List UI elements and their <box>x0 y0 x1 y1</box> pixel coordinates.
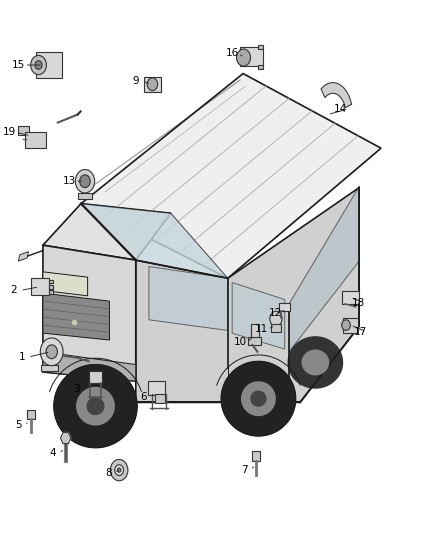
Circle shape <box>35 61 42 69</box>
Polygon shape <box>251 391 266 406</box>
Circle shape <box>270 311 282 326</box>
Text: 16: 16 <box>226 49 239 58</box>
Text: 6: 6 <box>140 392 147 402</box>
Circle shape <box>110 459 128 481</box>
Polygon shape <box>136 188 359 402</box>
FancyBboxPatch shape <box>89 371 102 383</box>
FancyBboxPatch shape <box>271 324 281 332</box>
FancyBboxPatch shape <box>49 285 53 289</box>
Text: 19: 19 <box>3 127 16 137</box>
Polygon shape <box>43 293 110 340</box>
FancyBboxPatch shape <box>248 337 261 345</box>
Polygon shape <box>149 266 228 330</box>
FancyBboxPatch shape <box>78 193 92 199</box>
Circle shape <box>80 175 90 188</box>
Circle shape <box>75 169 95 193</box>
Text: 3: 3 <box>73 384 80 394</box>
Circle shape <box>115 465 124 475</box>
FancyBboxPatch shape <box>41 365 58 371</box>
Text: 7: 7 <box>241 465 248 475</box>
Polygon shape <box>77 387 114 425</box>
Polygon shape <box>242 382 275 415</box>
Text: 13: 13 <box>63 176 76 186</box>
Circle shape <box>40 338 63 366</box>
Polygon shape <box>221 361 296 436</box>
Text: 1: 1 <box>18 352 25 362</box>
Polygon shape <box>232 282 285 349</box>
FancyBboxPatch shape <box>27 410 35 419</box>
Text: 14: 14 <box>334 104 347 114</box>
Polygon shape <box>54 365 137 448</box>
Polygon shape <box>43 204 171 260</box>
FancyBboxPatch shape <box>49 279 53 284</box>
FancyBboxPatch shape <box>258 65 263 69</box>
FancyBboxPatch shape <box>240 47 263 66</box>
FancyBboxPatch shape <box>36 52 62 78</box>
FancyBboxPatch shape <box>343 318 358 333</box>
FancyBboxPatch shape <box>258 45 263 49</box>
FancyBboxPatch shape <box>252 451 260 461</box>
Text: 10: 10 <box>233 337 247 347</box>
FancyBboxPatch shape <box>251 324 259 340</box>
Circle shape <box>147 78 158 91</box>
FancyBboxPatch shape <box>18 126 29 135</box>
FancyBboxPatch shape <box>144 77 161 92</box>
Polygon shape <box>43 245 136 381</box>
Text: 17: 17 <box>353 327 367 336</box>
FancyBboxPatch shape <box>155 394 165 403</box>
Text: 8: 8 <box>105 469 112 478</box>
Text: 2: 2 <box>11 286 18 295</box>
Text: 18: 18 <box>352 298 365 308</box>
Polygon shape <box>288 337 343 388</box>
Text: 5: 5 <box>15 421 22 430</box>
Text: 15: 15 <box>12 60 25 70</box>
FancyBboxPatch shape <box>148 381 165 395</box>
Polygon shape <box>302 350 328 375</box>
Text: 4: 4 <box>49 448 56 458</box>
Circle shape <box>342 320 350 330</box>
FancyBboxPatch shape <box>279 303 290 311</box>
Polygon shape <box>81 74 381 278</box>
Text: 9: 9 <box>132 76 139 86</box>
Circle shape <box>46 345 57 359</box>
FancyBboxPatch shape <box>25 132 46 148</box>
Polygon shape <box>87 398 104 415</box>
Circle shape <box>31 55 46 75</box>
Polygon shape <box>289 187 359 352</box>
Circle shape <box>117 468 121 472</box>
Polygon shape <box>43 272 88 296</box>
Circle shape <box>237 49 251 66</box>
FancyBboxPatch shape <box>49 290 53 294</box>
Polygon shape <box>81 204 228 278</box>
FancyBboxPatch shape <box>342 291 359 304</box>
Polygon shape <box>321 83 352 108</box>
Text: 12: 12 <box>268 309 282 318</box>
Text: 11: 11 <box>255 325 268 334</box>
Polygon shape <box>60 433 71 443</box>
Polygon shape <box>43 352 136 381</box>
FancyBboxPatch shape <box>31 278 49 295</box>
Polygon shape <box>18 252 28 261</box>
